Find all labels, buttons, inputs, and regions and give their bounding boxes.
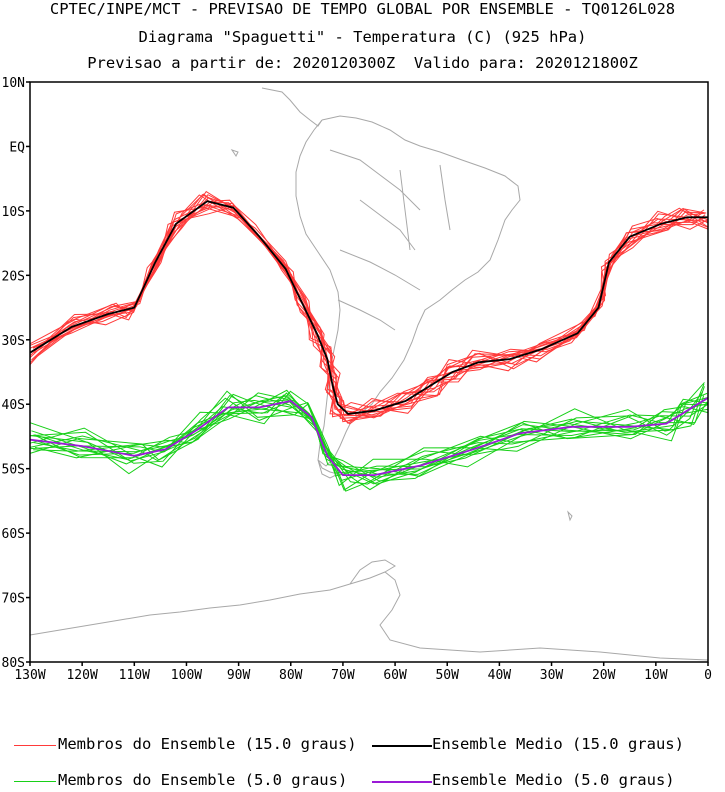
ensemble-means [29, 200, 709, 476]
ensemble-member-15-line [29, 202, 706, 414]
longitude-axis: 130W 120W 110W 100W 90W 80W 70W 60W 50W 40W 30W 20W… [14, 662, 712, 683]
lat-tick-label: 70S [2, 592, 25, 607]
lat-tick-label: 80S [2, 656, 25, 671]
coastlines [29, 87, 709, 661]
antarctic-peninsula [349, 559, 396, 585]
ensemble-member-5-line [31, 392, 708, 477]
ensemble-member-5-line [29, 393, 708, 491]
lat-tick-label: 20S [2, 269, 25, 284]
map-frame [29, 81, 709, 663]
central-america-coast [261, 87, 323, 127]
lon-tick-label: 130W [14, 668, 45, 683]
lon-tick-label: 20W [592, 668, 616, 683]
lat-tick-label: EQ [9, 140, 25, 155]
latitude-axis: 10N EQ 10S 20S 30S 40S 50S 60S 70S 80S [2, 76, 30, 671]
internal-borders [329, 149, 451, 331]
lon-tick-label: 50W [435, 668, 459, 683]
lon-tick-label: 100W [171, 668, 202, 683]
ensemble-member-15-line [34, 190, 707, 423]
header-dates: Previsao a partir de: 2020120300Z Valido… [87, 54, 638, 72]
lat-tick-label: 50S [2, 463, 25, 478]
ensemble-mean-5-line [29, 397, 709, 476]
lat-tick-label: 30S [2, 334, 25, 349]
legend-swatch-mean-5 [372, 781, 432, 783]
islands [230, 149, 573, 522]
antarctica-coast [29, 571, 709, 661]
lon-tick-label: 70W [331, 668, 355, 683]
lon-tick-label: 10W [644, 668, 668, 683]
ensemble-member-5-line [29, 382, 705, 487]
header-title: CPTEC/INPE/MCT - PREVISAO DE TEMPO GLOBA… [49, 0, 676, 18]
lat-tick-label: 40S [2, 398, 25, 413]
lat-tick-label: 10N [2, 76, 25, 91]
lon-tick-label: 60W [383, 668, 407, 683]
legend-swatch-members-15 [14, 745, 56, 746]
legend-label-members-5: Membros do Ensemble (5.0 graus) [58, 771, 348, 789]
ensemble-member-15-line [29, 205, 707, 412]
lat-tick-label: 60S [2, 527, 25, 542]
ensemble-member-15-line [29, 194, 709, 425]
ensemble-member-5-line [34, 392, 709, 482]
south-america-coast [295, 115, 521, 467]
ensemble-mean-15-line [29, 200, 708, 415]
lon-tick-label: 110W [119, 668, 150, 683]
ensemble-member-15-line [37, 194, 704, 419]
legend-label-mean-15: Ensemble Medio (15.0 graus) [432, 735, 684, 753]
ensemble-member-5-line [29, 394, 705, 485]
legend-swatch-mean-15 [372, 745, 432, 747]
lon-tick-label: 120W [66, 668, 97, 683]
legend-label-mean-5: Ensemble Medio (5.0 graus) [432, 771, 675, 789]
lon-tick-label: 30W [540, 668, 564, 683]
lon-tick-label: 90W [227, 668, 251, 683]
lon-tick-label: 80W [279, 668, 303, 683]
header-subtitle: Diagrama "Spaguetti" - Temperatura (C) (… [138, 28, 587, 46]
ensemble-member-5-line [33, 389, 709, 477]
lon-tick-label: 0 [704, 668, 712, 683]
legend-swatch-members-5 [14, 781, 56, 782]
legend-label-members-15: Membros do Ensemble (15.0 graus) [58, 735, 357, 753]
lon-tick-label: 40W [488, 668, 512, 683]
lat-tick-label: 10S [2, 205, 25, 220]
